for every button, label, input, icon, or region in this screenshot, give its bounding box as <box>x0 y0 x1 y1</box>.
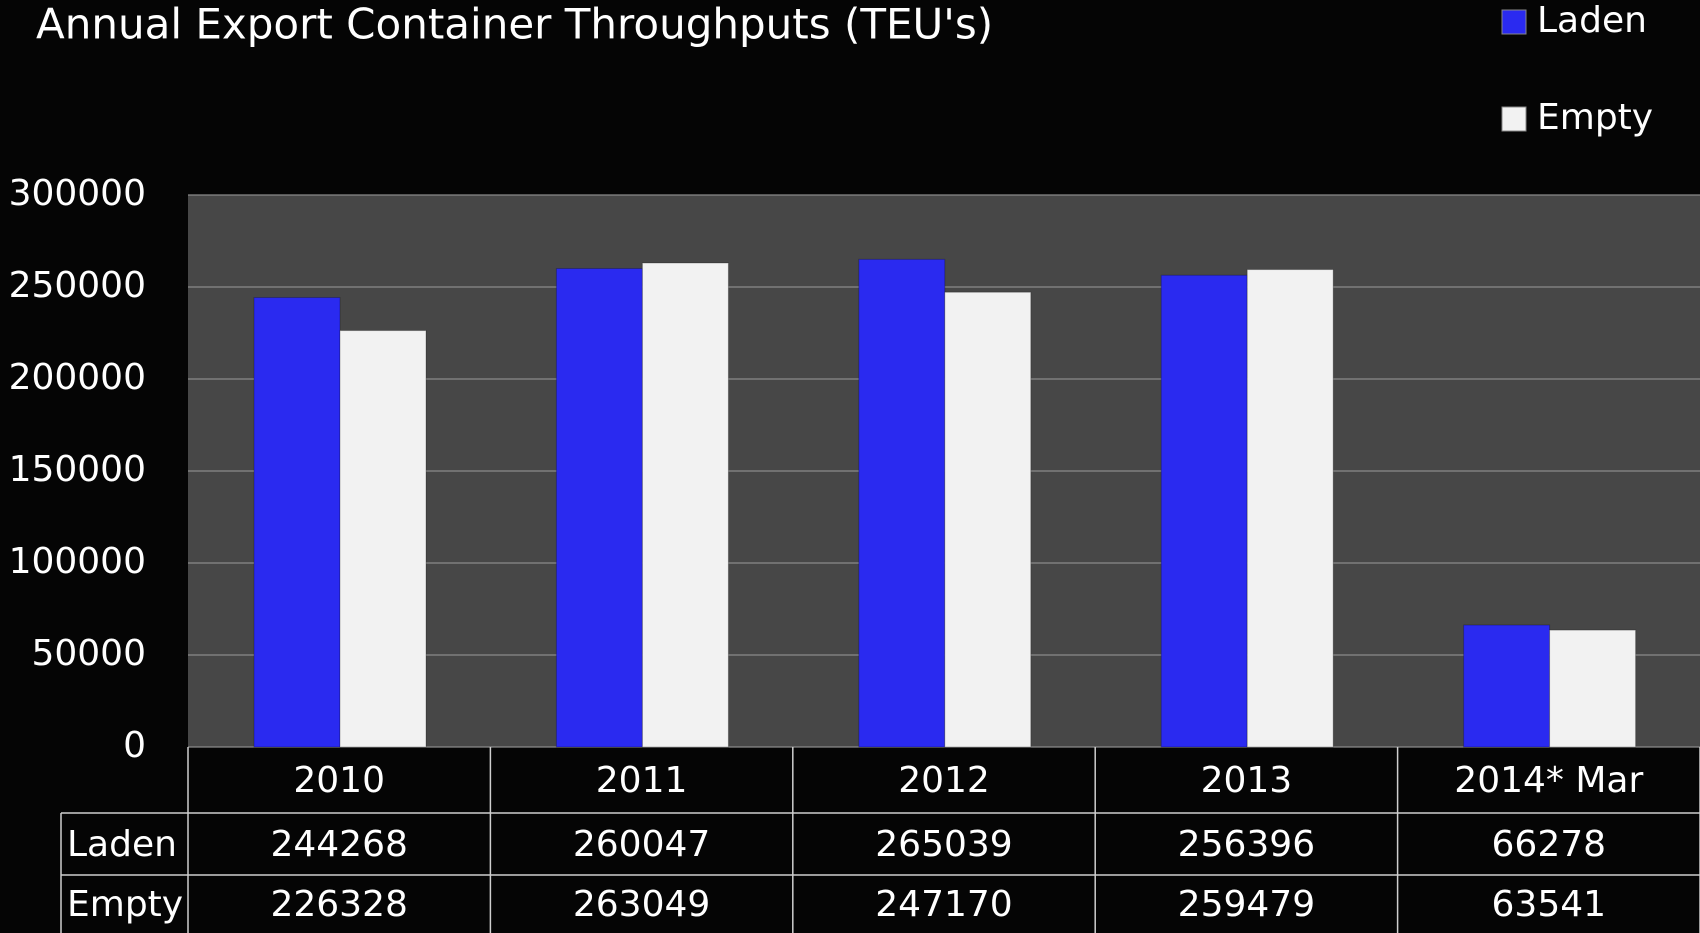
bar <box>858 258 946 748</box>
table-value: 247170 <box>875 884 1012 925</box>
bar <box>253 297 341 748</box>
table-value: 259479 <box>1178 884 1315 925</box>
bar <box>1246 269 1334 748</box>
y-tick-label: 0 <box>123 725 146 766</box>
legend-label: Laden <box>1537 0 1647 41</box>
bar <box>1549 629 1637 748</box>
x-tick-label: 2013 <box>1201 760 1293 801</box>
y-tick-label: 150000 <box>9 449 146 490</box>
table-value: 63541 <box>1492 884 1607 925</box>
table-row-label: Laden <box>67 824 177 865</box>
chart-title: Annual Export Container Throughputs (TEU… <box>36 0 993 49</box>
table-value: 66278 <box>1492 824 1607 865</box>
table-value: 256396 <box>1178 824 1315 865</box>
y-tick-label: 50000 <box>31 633 146 674</box>
table-row-label: Empty <box>67 884 183 925</box>
legend-label: Empty <box>1537 97 1653 138</box>
bar <box>1160 274 1248 748</box>
bar <box>339 330 427 748</box>
table-value: 265039 <box>875 824 1012 865</box>
legend-swatch <box>1501 106 1527 132</box>
table-value: 263049 <box>573 884 710 925</box>
y-tick-label: 250000 <box>9 265 146 306</box>
table-value: 244268 <box>270 824 407 865</box>
x-tick-label: 2014* Mar <box>1454 760 1643 801</box>
bar <box>641 262 729 748</box>
bar <box>1463 624 1551 748</box>
bar <box>944 291 1032 748</box>
x-tick-label: 2012 <box>898 760 990 801</box>
table-value: 260047 <box>573 824 710 865</box>
table-value: 226328 <box>270 884 407 925</box>
bar <box>555 268 643 748</box>
x-tick-label: 2010 <box>293 760 385 801</box>
y-tick-label: 300000 <box>9 173 146 214</box>
y-tick-label: 200000 <box>9 357 146 398</box>
x-tick-label: 2011 <box>596 760 688 801</box>
legend-swatch <box>1501 9 1527 35</box>
y-tick-label: 100000 <box>9 541 146 582</box>
